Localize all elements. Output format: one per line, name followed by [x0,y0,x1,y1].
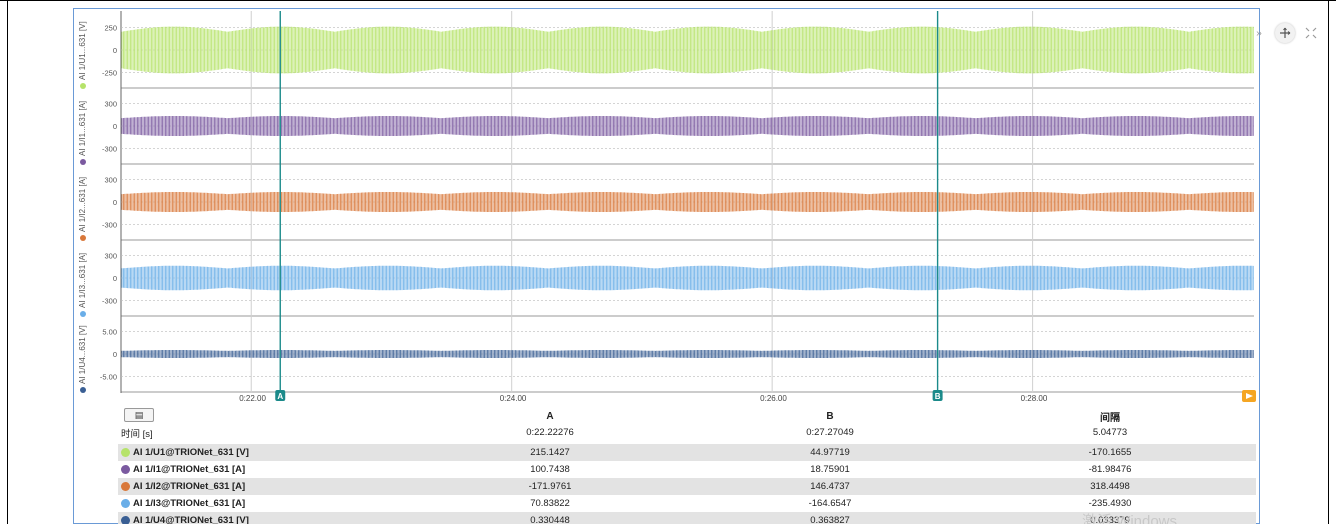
channel-5-color-dot [79,387,86,393]
table-row[interactable]: AI 1/I3@TRIONet_631 [A] 70.83822 -164.65… [118,495,1256,512]
header-a: A [546,411,554,422]
forward-icon[interactable]: » [1256,27,1262,39]
value-diff: -170.1655 [1088,447,1132,458]
channel-4-color-dot [79,311,86,317]
value-b: 44.97719 [810,447,850,458]
channel-1-axis-title: AI 1/U1...631 [V] [78,21,87,89]
value-tick-label: 0 [113,198,117,207]
channel-name: AI 1/I3@TRIONet_631 [A] [133,498,246,509]
table-row[interactable]: AI 1/U1@TRIONet_631 [V] 215.1427 44.9771… [118,444,1256,461]
scope-window: 0:22.00 0:24.00 0:26.00 0:28.00 250 0 -250 300 0… [73,8,1317,524]
value-tick-label: -5.00 [100,372,117,381]
cursor-a-marker-label: A [277,392,283,401]
cursor-b-marker-label: B [935,392,941,401]
value-a: 100.7438 [530,464,570,475]
channel-4-axis-title: AI 1/I3...631 [A] [78,253,87,317]
value-tick-label: 300 [104,100,117,109]
value-tick-label: 300 [104,252,117,261]
plot-toolbar: » [1249,23,1321,43]
value-diff: -235.4930 [1088,498,1132,509]
channel-1-color-dot [79,83,86,89]
value-diff: 318.4498 [1090,481,1130,492]
frame-line-left [7,0,8,524]
channel-color-swatch [121,465,130,474]
time-tick-label: 0:24.00 [500,394,527,403]
channel-name: AI 1/U4@TRIONet_631 [V] [133,515,249,524]
channel-color-swatch [121,499,130,508]
value-b: 18.75901 [810,464,850,475]
cursor-a-marker [275,390,286,401]
value-tick-label: 0 [113,274,117,283]
time-tick-label: 0:28.00 [1021,394,1048,403]
channel-name: AI 1/I1@TRIONet_631 [A] [133,464,246,475]
value-b: 0.363827 [810,515,850,524]
value-a: -171.9761 [528,481,572,492]
value-a: 0.330448 [530,515,570,524]
channel-name: AI 1/I2@TRIONet_631 [A] [133,481,246,492]
table-header-row: A B 间隔 [118,408,1256,425]
time-tick-label: 0:26.00 [760,394,787,403]
value-tick-label: 250 [104,24,117,33]
value-tick-label: 0 [113,46,117,55]
time-b: 0:27.27049 [806,427,854,438]
value-diff: 0.033379 [1090,515,1130,524]
channel-5-axis-title: AI 1/U4...631 [V] [78,325,87,393]
copy-icon: ▤ [134,409,144,420]
waveform-trace [121,350,1254,358]
windows-activation-watermark: 激活 Windows [1082,513,1178,524]
table-row[interactable]: AI 1/I1@TRIONet_631 [A] 100.7438 18.7590… [118,461,1256,478]
value-a: 70.83822 [530,498,570,509]
value-tick-label: -300 [102,144,117,153]
waveform-trace [121,116,1254,136]
frame-line-right [1328,0,1329,524]
table-row[interactable]: AI 1/U4@TRIONet_631 [V] 0.330448 0.36382… [118,512,1256,524]
waveform-trace [121,265,1254,291]
time-diff: 5.04773 [1092,427,1128,438]
channel-3-color-dot [79,235,86,241]
value-a: 215.1427 [530,447,570,458]
header-b: B [826,411,834,422]
value-tick-label: 0 [113,122,117,131]
time-row: 时间 [s] 0:22.22276 0:27.27049 5.04773 [118,424,1256,441]
play-icon [1246,393,1253,399]
copy-table-button[interactable]: ▤ [124,408,154,422]
value-tick-label: 0 [113,350,117,359]
channel-name: AI 1/U1@TRIONet_631 [V] [133,447,249,458]
value-tick-label: -300 [102,296,117,305]
waveform-plot[interactable]: 0:22.00 0:24.00 0:26.00 0:28.00 250 0 -250 300 0… [74,9,1261,407]
channel-color-swatch [121,516,130,524]
channel-2-axis-title: AI 1/I1...631 [A] [78,101,87,165]
cursor-b-marker [932,390,943,401]
collapse-icon[interactable] [1301,23,1321,43]
time-label: 时间 [s] [121,428,153,440]
value-tick-label: 5.00 [102,328,117,337]
channel-color-swatch [121,448,130,457]
waveform-trace [121,26,1254,74]
value-diff: -81.98476 [1088,464,1132,475]
value-tick-label: -300 [102,220,117,229]
value-b: 146.4737 [810,481,850,492]
value-tick-label: 300 [104,176,117,185]
channel-color-swatch [121,482,130,491]
value-b: -164.6547 [808,498,852,509]
time-tick-label: 0:22.00 [239,394,266,403]
table-row[interactable]: AI 1/I2@TRIONet_631 [A] -171.9761 146.47… [118,478,1256,495]
waveform-trace [121,192,1254,212]
header-diff: 间隔 [1100,413,1120,424]
time-a: 0:22.22276 [526,427,574,438]
pan-icon[interactable] [1275,23,1295,43]
value-tick-label: -250 [102,68,117,77]
channel-3-axis-title: AI 1/I2...631 [A] [78,177,87,241]
channel-2-color-dot [79,159,86,165]
